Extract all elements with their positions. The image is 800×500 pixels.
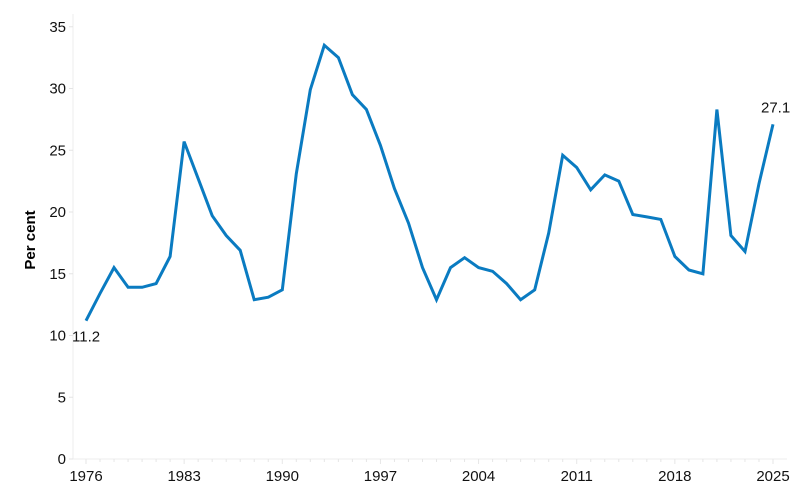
y-tick-label: 25 <box>49 142 66 159</box>
series-line <box>84 42 775 322</box>
x-tick-label: 1997 <box>364 468 397 485</box>
x-tick-label: 1990 <box>266 468 299 485</box>
data-label: 27.1 <box>761 99 790 116</box>
y-axis: 0 5 10 15 20 25 30 35 <box>49 14 74 468</box>
y-tick-label: 30 <box>49 81 66 98</box>
x-tick-label: 2011 <box>561 468 593 485</box>
y-tick-label: 20 <box>49 204 66 221</box>
x-tick-label: 2025 <box>756 468 789 485</box>
y-tick-label: 15 <box>49 266 66 283</box>
data-labels: 11.2 27.1 <box>72 99 790 345</box>
x-axis: 1976 1983 1990 1997 2004 2011 2018 2025 <box>69 458 790 485</box>
x-tick-label: 2004 <box>462 468 495 485</box>
y-axis-title: Per cent <box>22 210 39 269</box>
y-tick-label: 0 <box>58 451 66 468</box>
x-tick-label: 1976 <box>69 468 102 485</box>
y-tick-label: 10 <box>49 328 66 345</box>
x-tick-label: 2018 <box>658 468 691 485</box>
x-tick-label: 1983 <box>167 468 200 485</box>
y-tick-label: 35 <box>49 19 66 36</box>
data-label: 11.2 <box>72 329 100 346</box>
y-tick-label: 5 <box>58 389 66 406</box>
